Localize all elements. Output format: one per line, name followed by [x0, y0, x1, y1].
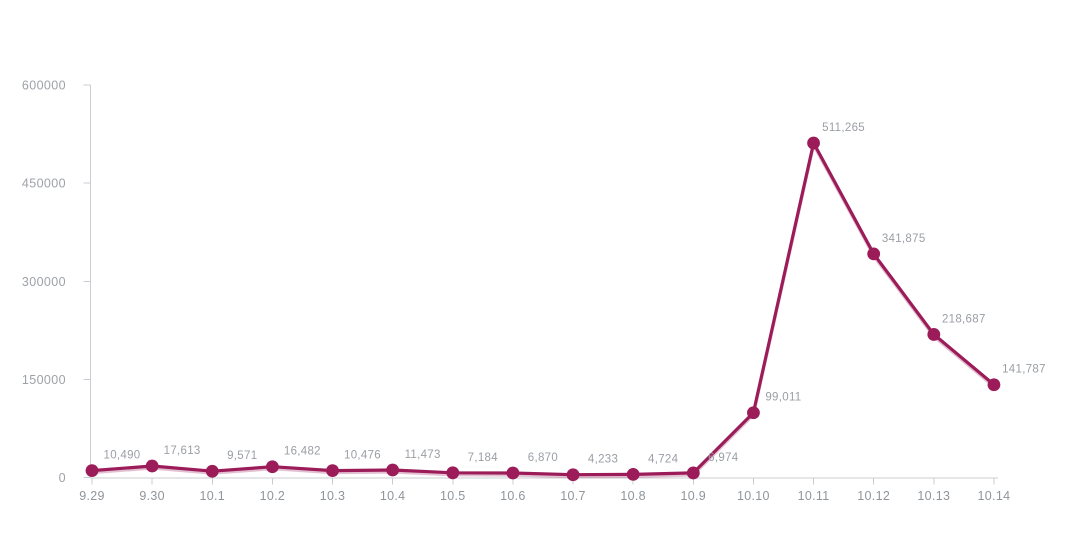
data-point-label: 6,974	[708, 452, 739, 464]
data-point-label: 11,473	[405, 449, 441, 461]
data-point-label: 10,490	[104, 450, 141, 462]
data-point-label: 16,482	[284, 446, 321, 458]
y-axis-tick-label: 0	[59, 471, 66, 485]
data-point-label: 6,870	[528, 452, 558, 464]
data-point[interactable]	[265, 460, 279, 474]
x-axis-tick-label: 9.29	[79, 489, 105, 503]
data-point[interactable]	[747, 406, 760, 420]
data-point[interactable]	[326, 464, 339, 478]
data-point-label: 17,613	[164, 445, 201, 457]
x-axis-tick-label: 10.4	[380, 489, 406, 503]
data-point[interactable]	[446, 466, 460, 480]
y-axis-tick-label: 150000	[22, 373, 66, 387]
data-point[interactable]	[205, 464, 219, 478]
data-point-label: 218,687	[942, 313, 986, 325]
y-axis-tick-label: 450000	[22, 177, 66, 191]
x-axis-tick-label: 10.2	[260, 489, 286, 503]
x-axis-tick-label: 10.11	[798, 489, 830, 503]
data-point-label: 9,571	[227, 450, 257, 462]
x-axis-tick-label: 10.10	[737, 489, 770, 503]
x-axis-tick-label: 10.1	[199, 489, 225, 503]
data-point[interactable]	[145, 459, 159, 473]
data-point[interactable]	[85, 464, 99, 478]
x-axis-tick-label: 10.5	[440, 489, 466, 503]
y-axis-tick-label: 300000	[22, 275, 66, 289]
data-point[interactable]	[927, 328, 941, 341]
data-point-label: 511,265	[822, 122, 865, 134]
x-axis-tick-label: 10.7	[560, 489, 586, 503]
data-point[interactable]	[626, 468, 640, 481]
data-point[interactable]	[987, 378, 1001, 392]
x-axis-tick-label: 10.13	[917, 489, 950, 503]
x-axis-tick-label: 9.30	[139, 489, 165, 503]
data-point-label: 99,011	[765, 392, 801, 404]
x-axis-tick-label: 10.12	[857, 489, 890, 503]
x-axis-tick-label: 10.8	[620, 489, 646, 503]
y-axis-tick-label: 600000	[22, 79, 66, 93]
data-point-label: 4,233	[588, 454, 618, 466]
data-point-label: 10,476	[344, 450, 381, 462]
data-point-label: 4,724	[648, 453, 679, 465]
data-point-label: 7,184	[468, 452, 499, 464]
x-axis-tick-label: 10.3	[320, 489, 346, 503]
series-line	[90, 141, 996, 477]
data-point-label: 141,787	[1002, 364, 1046, 376]
x-axis-tick-label: 10.14	[978, 489, 1011, 503]
data-point[interactable]	[566, 468, 580, 482]
data-point[interactable]	[807, 136, 820, 150]
x-axis-tick-label: 10.6	[500, 489, 526, 503]
x-axis-tick-label: 10.9	[681, 489, 707, 503]
data-point[interactable]	[506, 466, 520, 480]
data-point[interactable]	[386, 463, 400, 477]
data-point[interactable]	[867, 247, 881, 261]
data-point[interactable]	[686, 466, 700, 480]
data-point-label: 341,875	[882, 233, 926, 245]
